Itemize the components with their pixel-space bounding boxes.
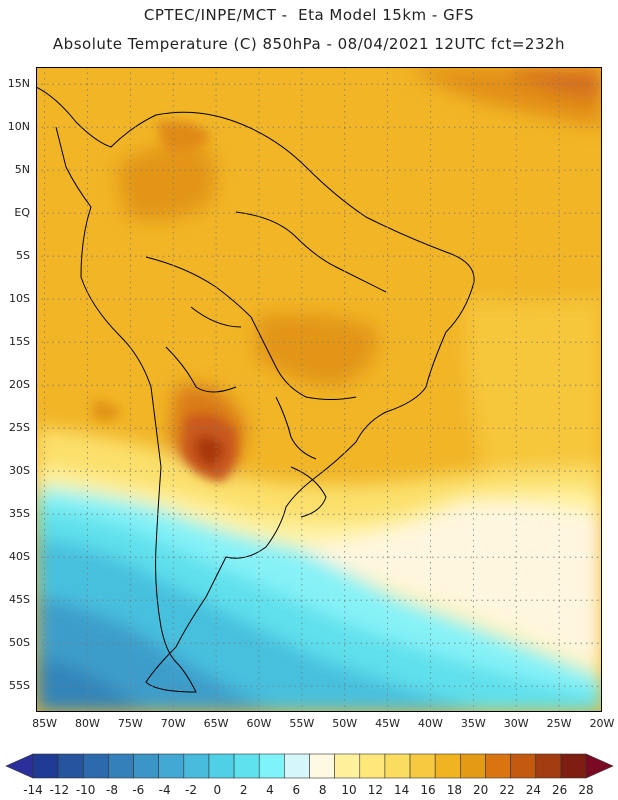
lon-label: 70W xyxy=(160,717,186,730)
colorbar-tick-label: 26 xyxy=(552,783,568,797)
colorbar-tick-label: 14 xyxy=(394,783,410,797)
colorbar-swatch xyxy=(158,753,185,779)
colorbar-swatch xyxy=(510,753,537,779)
lon-label: 25W xyxy=(546,717,572,730)
colorbar-tick-label: -8 xyxy=(106,783,118,797)
lon-label: 30W xyxy=(503,717,529,730)
colorbar-swatch xyxy=(309,753,335,779)
colorbar-tick-label: 28 xyxy=(578,783,594,797)
colorbar-tick-label: -12 xyxy=(49,783,70,797)
lat-label: 20S xyxy=(9,378,30,392)
lat-label: 15N xyxy=(7,77,30,91)
lat-label: 5S xyxy=(16,249,30,263)
band-20-andes xyxy=(116,144,216,221)
colorbar-tick-label: 2 xyxy=(239,783,248,797)
lon-label: 65W xyxy=(203,717,229,730)
colorbar-swatch xyxy=(183,753,210,779)
colorbar-tick-label: 24 xyxy=(525,783,541,797)
colorbar-swatch xyxy=(485,753,511,779)
lat-label: 45S xyxy=(9,593,30,607)
coastlines xyxy=(36,86,475,693)
colorbar-tick-label: 8 xyxy=(318,783,327,797)
lon-label: 55W xyxy=(289,717,315,730)
lon-label: 80W xyxy=(75,717,100,730)
colorbar-swatch xyxy=(233,753,260,779)
colorbar-swatch xyxy=(108,753,134,779)
colorbar-over-triangle xyxy=(585,753,614,779)
hot-core-inner xyxy=(195,435,224,467)
colorbar-swatch xyxy=(460,753,486,779)
colorbar-swatch xyxy=(334,753,361,779)
band-20-center xyxy=(256,313,378,387)
colorbar-tick-label: 18 xyxy=(446,783,462,797)
map-subtitle: Absolute Temperature (C) 850hPa - 08/04/… xyxy=(52,35,566,53)
colorbar-swatch xyxy=(208,753,235,779)
lat-label: 40S xyxy=(9,550,30,564)
lat-label: 35S xyxy=(9,507,30,521)
lon-label: 45W xyxy=(375,717,401,730)
colorbar-tick-label: 10 xyxy=(341,783,357,797)
colorbar-swatch xyxy=(258,753,285,779)
lat-label: EQ xyxy=(14,206,30,220)
colorbar-tick-label: -4 xyxy=(158,783,171,797)
colorbar-tick-label: 4 xyxy=(266,783,274,797)
colorbar-swatch xyxy=(535,753,562,779)
warm-patch-venezuela xyxy=(156,121,211,153)
lon-label: 60W xyxy=(246,717,272,730)
colorbar-tick-label: 12 xyxy=(367,783,383,797)
colorbar-swatch xyxy=(560,753,587,779)
colorbar-swatch xyxy=(284,753,310,779)
lat-label: 10N xyxy=(7,120,30,134)
lon-label: 85W xyxy=(32,717,57,730)
warm-patch-pacific xyxy=(91,400,121,422)
colorbar-swatch xyxy=(133,753,159,779)
lat-label: 5N xyxy=(14,163,30,177)
lon-label: 35W xyxy=(460,717,486,730)
band-minus4 xyxy=(36,657,146,712)
colorbar-tick-label: 6 xyxy=(292,783,301,797)
colorbar-tick-label: 0 xyxy=(213,783,222,797)
colorbar-swatch xyxy=(32,753,59,779)
colorbar-tick-label: 16 xyxy=(420,783,436,797)
colorbar-tick-label: -10 xyxy=(75,783,96,797)
lon-label: 50W xyxy=(332,717,358,730)
colorbar-swatch xyxy=(409,753,436,779)
lon-label: 40W xyxy=(418,717,443,730)
colorbar-tick-label: 22 xyxy=(499,783,515,797)
colorbar-swatch xyxy=(82,753,109,779)
lat-label: 30S xyxy=(9,464,30,478)
colorbar-swatch xyxy=(359,753,386,779)
lat-label: 10S xyxy=(9,292,30,306)
colorbar-tick-label: -6 xyxy=(132,783,145,797)
lat-label: 15S xyxy=(9,335,30,349)
lon-label: 75W xyxy=(117,717,143,730)
colorbar-swatch xyxy=(434,753,461,779)
colorbar xyxy=(5,753,614,779)
graticule xyxy=(36,67,602,712)
colorbar-swatch xyxy=(384,753,411,779)
colorbar-swatch xyxy=(57,753,84,779)
lat-label: 50S xyxy=(9,636,30,650)
colorbar-under-triangle xyxy=(5,753,34,779)
map-title: CPTEC/INPE/MCT - Eta Model 15km - GFS xyxy=(143,6,475,24)
colorbar-tick-label: -2 xyxy=(185,783,197,797)
band-8 xyxy=(296,503,602,667)
temperature-map xyxy=(36,67,602,712)
colorbar-tick-label: -14 xyxy=(23,783,43,797)
lat-label: 25S xyxy=(9,421,30,435)
lon-label: 20W xyxy=(589,717,615,730)
lat-label: 55S xyxy=(9,679,30,693)
colorbar-tick-label: 20 xyxy=(473,783,489,797)
